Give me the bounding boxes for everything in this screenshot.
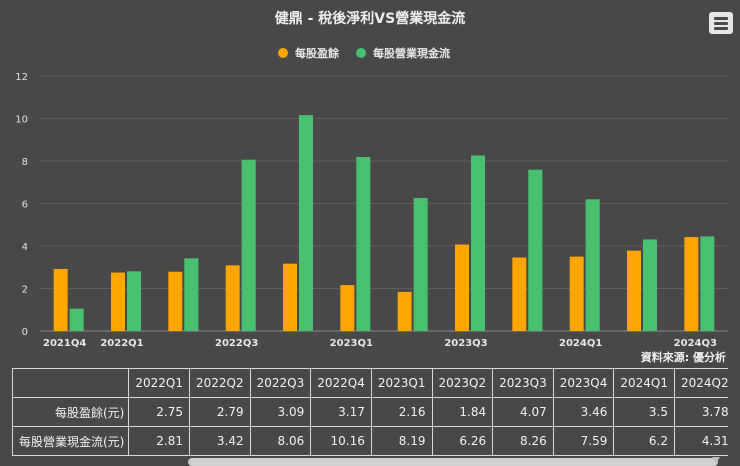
x-tick-label-0: 2021Q4 xyxy=(43,338,86,349)
table-cell: 8.19 xyxy=(370,426,433,456)
menu-icon[interactable] xyxy=(709,12,733,34)
table-cell: 10.16 xyxy=(310,426,372,456)
bar-1-2023Q3 xyxy=(471,155,485,331)
bar-1-2021Q4 xyxy=(69,308,84,331)
table-header-cell: 2022Q2 xyxy=(189,368,251,398)
table-header-cell: 2023Q4 xyxy=(552,368,615,398)
table-cell: 1.84 xyxy=(431,397,494,427)
table-cell: 6.2 xyxy=(613,426,675,456)
bar-1-2022Q1 xyxy=(127,271,141,331)
bar-0-2022Q4 xyxy=(283,263,297,331)
bar-0-2023Q2 xyxy=(397,291,412,331)
bar-0-2023Q4 xyxy=(512,257,527,331)
table-cell: 8.26 xyxy=(492,426,554,456)
source-label: 資料來源: 優分析 xyxy=(640,351,726,364)
bar-1-2023Q2 xyxy=(413,197,428,331)
bar-0-2021Q4 xyxy=(53,268,68,331)
table-row: 每股盈餘(元) 2.75 2.79 3.09 3.17 2.16 1.84 4.07 3.46 3… xyxy=(12,397,728,427)
table-row-label: 每股營業現金流(元) xyxy=(12,426,130,456)
bar-1-2022Q4 xyxy=(299,115,313,331)
legend-marker-1 xyxy=(356,48,366,58)
y-tick-label-6: 12 xyxy=(15,72,28,83)
bar-0-2024Q1 xyxy=(569,256,584,331)
bar-1-2024Q1 xyxy=(585,199,600,331)
bar-1-2024Q2 xyxy=(643,239,657,331)
table-header-cell: 2024Q1 xyxy=(613,368,675,398)
legend-marker-0 xyxy=(278,48,288,58)
chart-title: 健鼎 - 稅後淨利VS營業現金流 xyxy=(275,10,465,27)
table-cell: 4.07 xyxy=(492,397,554,427)
y-tick-label-0: 0 xyxy=(22,327,28,338)
table-cell: 2.79 xyxy=(189,397,251,427)
table-cell: 3.42 xyxy=(189,426,251,456)
table-row-label: 每股盈餘(元) xyxy=(12,397,130,427)
x-tick-label-5: 2023Q1 xyxy=(330,338,373,349)
legend-label-1: 每股營業現金流 xyxy=(373,46,450,60)
table-cell: 7.59 xyxy=(552,426,615,456)
x-tick-label-11: 2024Q3 xyxy=(674,338,717,349)
table-row: 每股營業現金流(元) 2.81 3.42 8.06 10.16 8.19 6.26 8.26 7… xyxy=(12,426,728,456)
table-cell: 2.75 xyxy=(128,397,190,427)
y-tick-label-1: 2 xyxy=(22,285,28,296)
table-header-cell: 2023Q2 xyxy=(431,368,494,398)
table-cell: 3.09 xyxy=(249,397,312,427)
bar-0-2024Q2 xyxy=(627,250,641,331)
bar-0-2022Q3 xyxy=(225,265,240,331)
table-header-cell: 2024Q2 xyxy=(674,368,728,398)
table-cell: 2.16 xyxy=(370,397,433,427)
legend-label-0: 每股盈餘 xyxy=(295,46,340,60)
table-cell: 4.31 xyxy=(674,426,728,456)
x-tick-label-1: 2022Q1 xyxy=(100,338,143,349)
table-header-cell: 2023Q1 xyxy=(370,368,433,398)
y-tick-label-2: 4 xyxy=(22,242,28,253)
table-cell: 8.06 xyxy=(249,426,312,456)
table-cell: 3.78 xyxy=(674,397,728,427)
table-header-row: 2022Q1 2022Q2 2022Q3 2022Q4 2023Q1 2023Q2 2023… xyxy=(12,368,728,398)
table-cell: 3.5 xyxy=(613,397,675,427)
table-header-cell: 2022Q1 xyxy=(128,368,190,398)
table-cell: 6.26 xyxy=(431,426,494,456)
table-cell: 3.17 xyxy=(310,397,372,427)
y-tick-label-4: 8 xyxy=(22,157,28,168)
table-scrollbar-thumb[interactable] xyxy=(188,458,718,466)
x-tick-label-9: 2024Q1 xyxy=(559,338,602,349)
bar-0-2023Q3 xyxy=(455,244,469,331)
data-table-container: 2022Q1 2022Q2 2022Q3 2022Q4 2023Q1 2023Q2 2023… xyxy=(12,368,728,457)
table-header-cell: 2022Q3 xyxy=(249,368,312,398)
y-tick-label-5: 10 xyxy=(15,115,28,126)
bar-1-2024Q3 xyxy=(700,236,715,331)
table-corner-cell xyxy=(12,368,130,398)
table-header-cell: 2022Q4 xyxy=(310,368,372,398)
table-cell: 2.81 xyxy=(128,426,190,456)
scroll-right-arrow-icon[interactable] xyxy=(712,457,720,463)
x-tick-label-7: 2023Q3 xyxy=(444,338,487,349)
bar-0-2023Q1 xyxy=(340,285,355,331)
y-tick-label-3: 6 xyxy=(22,200,28,211)
table-header-cell: 2023Q3 xyxy=(492,368,554,398)
data-table: 2022Q1 2022Q2 2022Q3 2022Q4 2023Q1 2023Q2 2023… xyxy=(12,368,728,456)
bar-0-2022Q1 xyxy=(111,272,125,331)
x-tick-label-3: 2022Q3 xyxy=(215,338,258,349)
bar-1-2022Q2 xyxy=(184,258,199,331)
bar-1-2023Q1 xyxy=(356,156,371,331)
bar-0-2022Q2 xyxy=(168,271,183,331)
bar-1-2022Q3 xyxy=(241,159,256,331)
table-cell: 3.46 xyxy=(552,397,615,427)
bar-1-2023Q4 xyxy=(528,169,543,331)
bar-0-2024Q3 xyxy=(684,237,699,331)
